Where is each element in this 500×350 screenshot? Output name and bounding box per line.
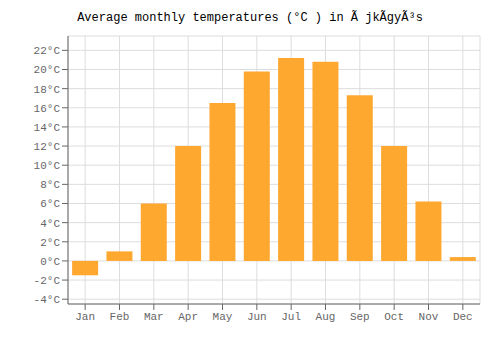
svg-text:18°C: 18°C <box>34 84 61 96</box>
svg-text:Dec: Dec <box>453 311 473 323</box>
svg-text:Jan: Jan <box>75 311 95 323</box>
svg-text:Nov: Nov <box>419 311 439 323</box>
svg-text:14°C: 14°C <box>34 122 61 134</box>
svg-text:4°C: 4°C <box>40 218 60 230</box>
svg-text:Feb: Feb <box>110 311 130 323</box>
svg-text:2°C: 2°C <box>40 237 60 249</box>
svg-text:8°C: 8°C <box>40 179 60 191</box>
svg-text:16°C: 16°C <box>34 103 61 115</box>
svg-text:-4°C: -4°C <box>34 294 61 306</box>
svg-text:20°C: 20°C <box>34 64 61 76</box>
svg-text:Aug: Aug <box>316 311 336 323</box>
svg-text:Apr: Apr <box>178 311 198 323</box>
svg-text:12°C: 12°C <box>34 141 61 153</box>
svg-text:22°C: 22°C <box>34 45 61 57</box>
svg-text:May: May <box>213 311 233 323</box>
svg-text:-2°C: -2°C <box>34 275 61 287</box>
svg-text:10°C: 10°C <box>34 160 61 172</box>
svg-text:0°C: 0°C <box>40 256 60 268</box>
html-text:Average monthly temperatures (: Average monthly temperatures (°C ) in Ã … <box>77 11 423 25</box>
svg-text:Jul: Jul <box>281 311 301 323</box>
svg-text:Jun: Jun <box>247 311 267 323</box>
svg-text:Sep: Sep <box>350 311 370 323</box>
svg-text:Mar: Mar <box>144 311 164 323</box>
svg-text:Oct: Oct <box>384 311 404 323</box>
svg-text:6°C: 6°C <box>40 198 60 210</box>
